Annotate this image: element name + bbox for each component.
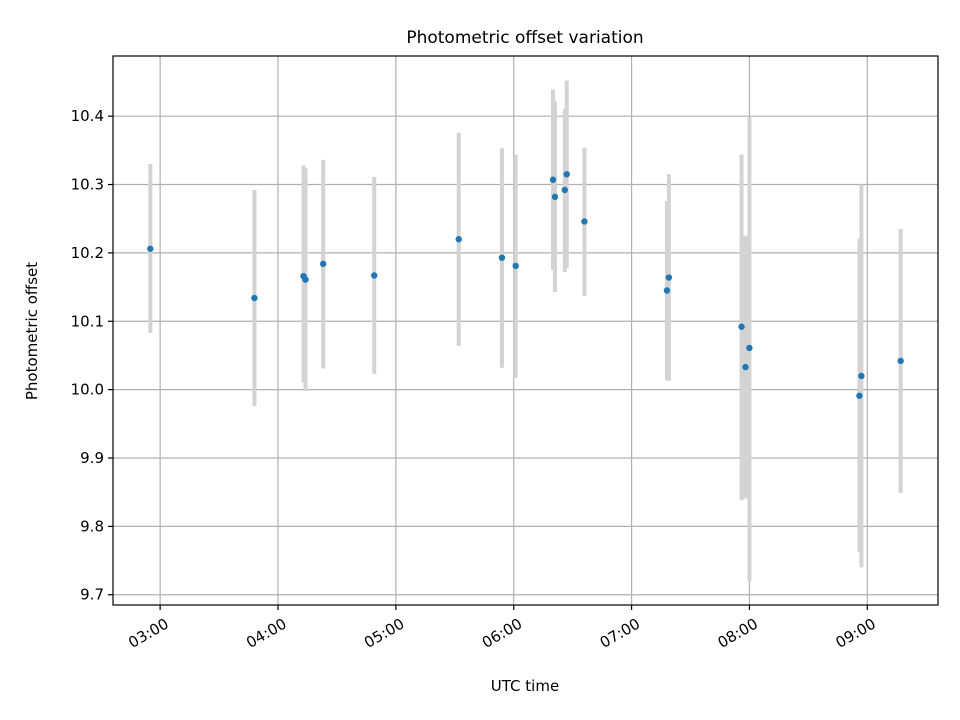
error-bars: [148, 80, 903, 582]
data-point: [498, 254, 506, 261]
data-point: [563, 171, 570, 178]
data-point: [858, 372, 865, 380]
plot-frame: [112, 55, 939, 606]
data-point: [581, 218, 588, 225]
data-point: [512, 262, 519, 270]
x-tick-label: 08:00: [715, 615, 761, 652]
data-point: [147, 245, 154, 252]
x-tick-label: 05:00: [361, 615, 407, 652]
y-tick-label: 9.8: [80, 517, 104, 535]
y-tick-label: 9.7: [80, 586, 104, 604]
y-tick-label: 9.9: [80, 449, 104, 467]
y-tick-label: 10.4: [71, 107, 104, 125]
data-point: [897, 357, 904, 365]
x-tick-label: 09:00: [832, 615, 878, 652]
axis-ticks: 03:00 04:00 05:00 06:00 07:00 08:00 09:00 9.7 9.…: [71, 107, 879, 652]
data-point: [561, 186, 568, 194]
data-point: [665, 274, 673, 281]
grid: [113, 56, 938, 605]
data-point: [319, 260, 327, 268]
y-tick-label: 10.2: [71, 244, 104, 262]
data-point: [371, 272, 378, 279]
data-point: [549, 176, 557, 183]
y-tick-label: 10.3: [71, 176, 104, 194]
data-point: [455, 236, 462, 243]
x-axis-label: UTC time: [491, 677, 559, 695]
data-point: [251, 294, 258, 302]
x-tick-label: 07:00: [597, 615, 643, 652]
data-points: [147, 171, 904, 399]
data-point: [551, 193, 559, 201]
data-point: [302, 276, 309, 283]
data-point: [742, 363, 749, 371]
y-tick-label: 10.0: [71, 381, 104, 399]
y-axis-label: Photometric offset: [23, 262, 41, 400]
data-point: [746, 344, 753, 352]
data-point: [856, 392, 863, 399]
data-point: [738, 323, 745, 330]
x-tick-label: 04:00: [243, 615, 289, 652]
x-tick-label: 03:00: [125, 615, 171, 652]
data-point: [663, 287, 671, 294]
chart-title: Photometric offset variation: [406, 28, 643, 48]
x-tick-label: 06:00: [479, 615, 525, 652]
y-tick-label: 10.1: [71, 312, 104, 330]
